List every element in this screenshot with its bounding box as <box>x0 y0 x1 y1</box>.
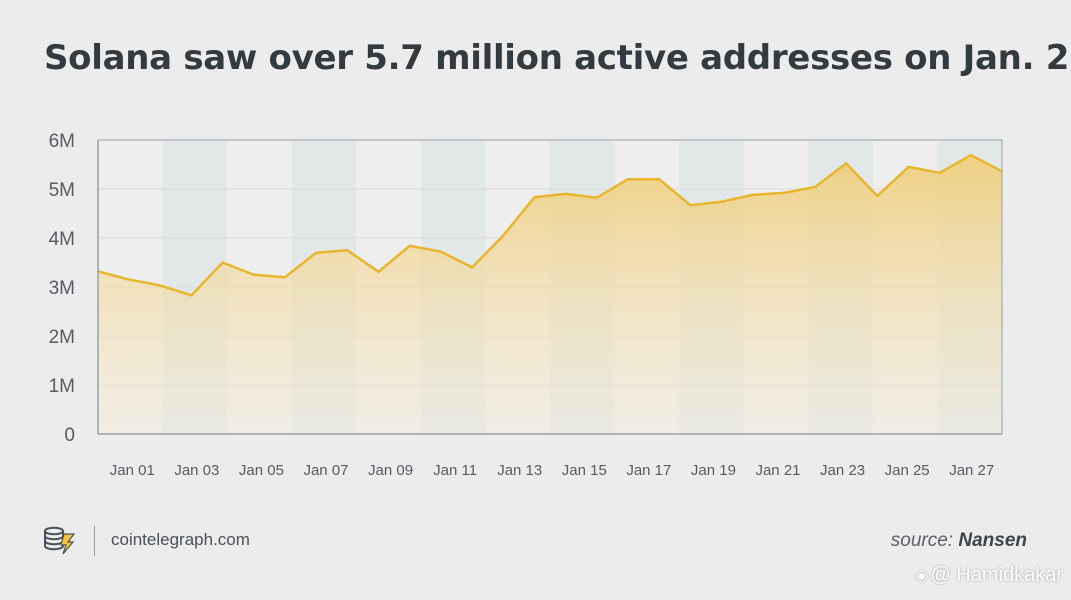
x-tick-label: Jan 23 <box>820 462 865 479</box>
cointelegraph-logo-icon <box>44 526 76 555</box>
x-tick-label: Jan 11 <box>433 462 477 479</box>
source-name: Nansen <box>958 530 1027 551</box>
series-line <box>97 153 1003 297</box>
binance-icon: ◈ <box>914 565 929 585</box>
watermark: ◈ @ Hamidkakar <box>915 564 1063 587</box>
x-tick-label: Jan 09 <box>368 462 413 479</box>
x-tick-label: Jan 13 <box>497 462 542 479</box>
x-tick-label: Jan 07 <box>303 462 348 479</box>
x-tick-label: Jan 01 <box>110 462 155 479</box>
y-tick-label: 3M <box>49 278 75 299</box>
y-tick-label: 5M <box>49 180 75 201</box>
site-name: cointelegraph.com <box>111 530 250 549</box>
x-tick-label: Jan 05 <box>239 462 284 479</box>
y-tick-label: 4M <box>49 229 75 250</box>
x-tick-label: Jan 25 <box>885 462 930 479</box>
source-credit: source: Nansen <box>891 530 1027 552</box>
x-tick-label: Jan 15 <box>562 462 607 479</box>
x-tick-label: Jan 19 <box>691 462 736 479</box>
y-tick-label: 2M <box>49 327 75 348</box>
x-tick-label: Jan 27 <box>949 462 994 479</box>
area-fill <box>98 155 1002 434</box>
y-tick-label: 0 <box>64 425 75 446</box>
source-prefix: source: <box>890 530 954 551</box>
y-tick-label: 6M <box>49 131 75 152</box>
x-tick-label: Jan 03 <box>174 462 219 479</box>
chart-title: Solana saw over 5.7 million active addre… <box>44 38 1071 78</box>
watermark-text: @ Hamidkakar <box>930 564 1063 586</box>
y-tick-label: 1M <box>49 376 75 397</box>
x-tick-label: Jan 21 <box>755 462 800 479</box>
footer-divider <box>94 526 95 556</box>
x-tick-label: Jan 17 <box>626 462 671 479</box>
